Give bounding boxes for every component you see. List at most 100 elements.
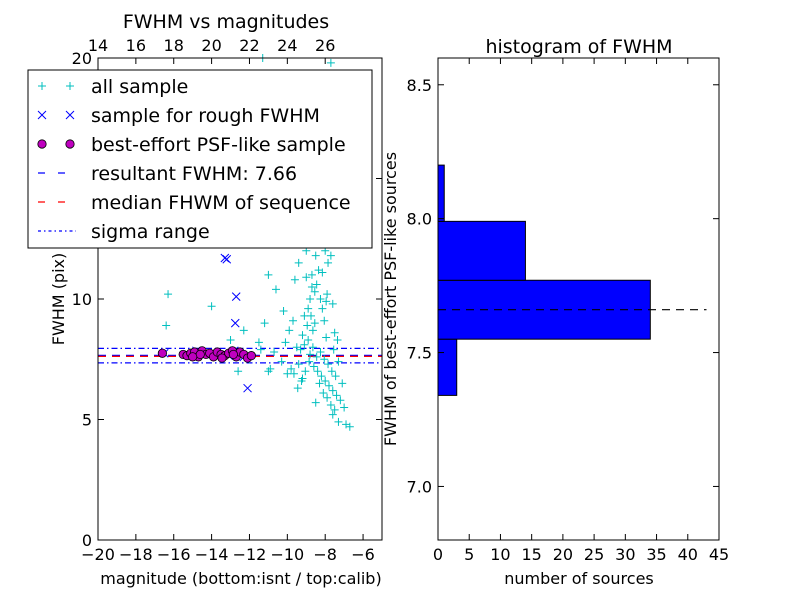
legend-entry-0: all sample <box>38 76 188 98</box>
legend-label: all sample <box>91 76 188 98</box>
data-point-0-41 <box>308 326 317 335</box>
data-point-0-65 <box>321 376 330 385</box>
legend-entry-2: best-effort PSF-like sample <box>37 134 346 156</box>
data-point-0-114 <box>293 384 302 393</box>
hist-x-tick-label: 15 <box>521 545 541 564</box>
data-point-0-117 <box>333 335 342 344</box>
data-point-0-37 <box>316 295 325 303</box>
data-point-0-83 <box>330 328 339 337</box>
data-point-0-113 <box>297 376 306 385</box>
top-tick-label: 22 <box>239 36 259 55</box>
data-point-2-23 <box>188 352 198 362</box>
data-point-0-19 <box>287 364 296 373</box>
data-point-0-11 <box>260 319 269 328</box>
data-point-0-71 <box>323 393 332 402</box>
legend-entry-4: median FHWM of sequence <box>38 192 351 214</box>
data-point-0-53 <box>311 251 320 260</box>
histogram-bar-3 <box>437 164 445 222</box>
legend-entries: all sample sample for rough FWHM best-effo… <box>37 76 351 243</box>
legend-marker-left <box>37 110 47 120</box>
data-point-0-59 <box>300 340 309 349</box>
data-point-0-109 <box>312 352 321 361</box>
legend-box <box>27 69 373 249</box>
histogram-title: histogram of FWHM <box>485 36 672 58</box>
data-point-0-17 <box>290 275 299 284</box>
y-tick-label: 0 <box>82 531 92 550</box>
x-tick-label: −18 <box>119 545 153 564</box>
data-point-0-107 <box>327 367 336 376</box>
data-point-0-12 <box>254 338 263 347</box>
data-point-0-98 <box>289 316 298 325</box>
x-tick-label: −10 <box>270 545 304 564</box>
data-point-0-99 <box>281 338 290 347</box>
data-point-0-57 <box>304 304 313 313</box>
data-point-0-110 <box>308 343 317 352</box>
hist-y-tick-label: 7.5 <box>407 344 432 363</box>
data-point-0-15 <box>279 307 288 316</box>
data-point-0-16 <box>285 326 294 335</box>
histogram-bars <box>437 164 651 396</box>
legend-entry-3: resultant FWHM: 7.66 <box>38 163 297 185</box>
data-point-0-47 <box>326 58 335 67</box>
data-point-0-43 <box>323 290 332 299</box>
data-point-0-76 <box>311 398 320 407</box>
top-tick-label: 18 <box>164 36 184 55</box>
hist-x-tick-label: 25 <box>584 545 604 564</box>
data-point-0-82 <box>334 357 343 366</box>
top-tick-label: 26 <box>315 36 335 55</box>
data-point-0-5 <box>234 367 243 376</box>
data-point-0-42 <box>322 333 331 342</box>
hist-x-tick-label: 0 <box>433 545 443 564</box>
data-point-0-25 <box>304 335 313 344</box>
data-point-1-2 <box>231 292 241 301</box>
data-point-0-26 <box>307 282 316 291</box>
hist-x-tick-label: 40 <box>678 545 698 564</box>
histogram-y-axis-label: FWHM of best-effort PSF-like sources <box>381 152 400 446</box>
data-point-0-64 <box>317 372 326 381</box>
legend-marker-right <box>65 139 75 149</box>
data-point-0-77 <box>328 410 337 419</box>
data-point-1-3 <box>230 318 240 328</box>
x-tick-label: −20 <box>81 545 115 564</box>
data-point-0-36 <box>312 280 321 289</box>
data-point-0-22 <box>294 258 303 267</box>
data-point-0-78 <box>334 417 343 426</box>
x-tick-label: −6 <box>351 545 375 564</box>
data-point-0-72 <box>326 401 335 410</box>
histogram-x-axis-label: number of sources <box>504 569 654 588</box>
legend-label: sample for rough FWHM <box>91 105 320 127</box>
data-point-2-19 <box>246 351 256 361</box>
data-point-0-85 <box>326 251 335 260</box>
data-point-0-103 <box>256 345 265 354</box>
hist-x-tick-label: 30 <box>615 545 635 564</box>
top-tick-label: 16 <box>126 36 146 55</box>
data-point-0-105 <box>320 355 329 364</box>
scatter-panel: FWHM vs magnitudes −20 −18 −16 −14 −12 −10 −8−… <box>27 11 383 588</box>
data-point-0-106 <box>324 360 333 369</box>
data-point-0-101 <box>270 348 279 357</box>
data-point-0-69 <box>315 379 324 388</box>
histogram-bar-0 <box>437 338 458 396</box>
data-point-0-4 <box>239 326 248 335</box>
data-point-0-44 <box>324 258 333 267</box>
hist-x-tick-label: 35 <box>646 545 666 564</box>
legend-entry-5: sigma range <box>38 221 210 243</box>
data-point-0-27 <box>306 350 315 359</box>
data-point-0-39 <box>320 316 329 325</box>
legend-label: best-effort PSF-like sample <box>91 134 346 156</box>
data-point-0-116 <box>329 345 338 354</box>
legend-marker-left <box>38 82 46 90</box>
legend-marker-left <box>37 139 47 149</box>
data-point-2-20 <box>228 349 238 360</box>
legend-marker-right <box>65 110 75 120</box>
data-point-0-0 <box>164 290 173 299</box>
data-point-0-118 <box>322 297 331 306</box>
data-point-0-67 <box>328 386 337 395</box>
data-point-0-119 <box>318 268 327 277</box>
data-point-0-102 <box>264 367 273 376</box>
legend-label: sigma range <box>91 221 210 243</box>
data-point-0-70 <box>319 388 328 397</box>
hist-x-tick-label: 5 <box>464 545 474 564</box>
top-tick-label: 24 <box>277 36 297 55</box>
